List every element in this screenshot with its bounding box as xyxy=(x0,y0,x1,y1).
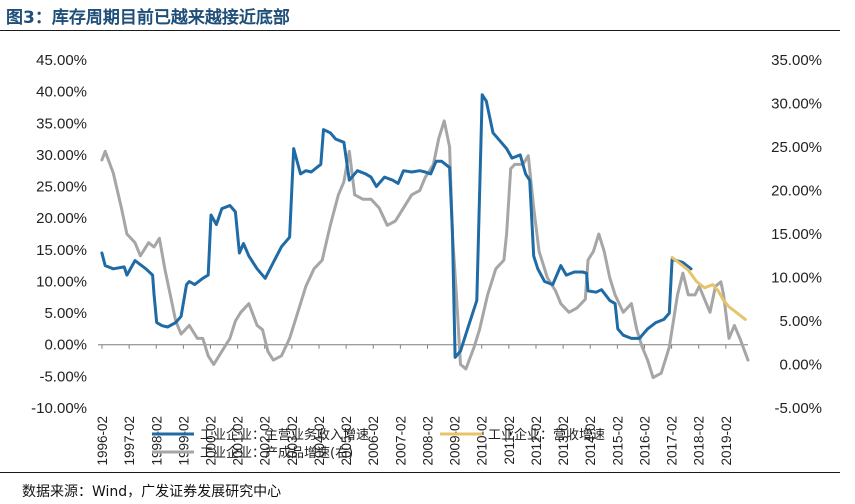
right-axis-ticks: -5.00% 0.00% 5.00% 10.00% 15.00% 20.00% 25.00%… xyxy=(771,52,822,417)
x-axis-ticks: 1996-02 1997-02 1998-02 1999-02 2000-02 2001-… xyxy=(95,344,734,466)
left-tick-label: -5.00% xyxy=(39,368,87,385)
x-tick-label: 2009-02 xyxy=(448,416,463,466)
top-rule xyxy=(0,30,840,31)
x-tick-label: 2010-02 xyxy=(475,416,490,466)
right-tick-label: 10.00% xyxy=(771,270,822,287)
x-tick-label: 2008-02 xyxy=(420,416,435,466)
x-tick-label: 2019-02 xyxy=(719,416,734,466)
left-tick-label: -10.00% xyxy=(31,400,87,417)
x-tick-label: 2017-02 xyxy=(665,416,680,466)
x-tick-label: 2007-02 xyxy=(393,416,408,466)
figure-title: 图3：库存周期目前已越来越接近底部 xyxy=(6,8,290,28)
left-tick-label: 25.00% xyxy=(36,179,87,196)
right-tick-label: 25.00% xyxy=(771,139,822,156)
legend-label-0: 工业企业：主营业务收入增速 xyxy=(200,427,369,443)
x-tick-label: 1999-02 xyxy=(176,416,191,466)
x-tick-label: 2016-02 xyxy=(637,416,652,466)
chart: -10.00% -5.00% 0.00% 5.00% 10.00% 15.00% 20.00… xyxy=(31,52,822,466)
right-tick-label: 30.00% xyxy=(771,96,822,113)
x-tick-label: 2005-02 xyxy=(339,416,354,466)
x-tick-label: 2000-02 xyxy=(204,416,219,466)
x-tick-label: 1997-02 xyxy=(122,416,137,466)
right-tick-label: 0.00% xyxy=(779,357,822,374)
right-tick-label: 15.00% xyxy=(771,226,822,243)
x-tick-label: 2006-02 xyxy=(366,416,381,466)
left-axis-ticks: -10.00% -5.00% 0.00% 5.00% 10.00% 15.00% 20.00… xyxy=(31,52,87,417)
x-tick-label: 2013-02 xyxy=(556,416,571,466)
right-tick-label: -5.00% xyxy=(774,400,822,417)
left-tick-label: 20.00% xyxy=(36,210,87,227)
x-tick-label: 2018-02 xyxy=(692,416,707,466)
series-line-2 xyxy=(100,119,750,380)
x-tick-label: 2015-02 xyxy=(610,416,625,466)
right-tick-label: 5.00% xyxy=(779,313,822,330)
left-tick-label: 10.00% xyxy=(36,273,87,290)
left-tick-label: 0.00% xyxy=(44,337,87,354)
series-layer xyxy=(100,93,750,380)
x-tick-label: 2012-02 xyxy=(529,416,544,466)
left-tick-label: 5.00% xyxy=(44,305,87,322)
left-tick-label: 40.00% xyxy=(36,84,87,101)
x-tick-label: 1996-02 xyxy=(95,416,110,466)
legend-label-1: 工业企业：营收增速 xyxy=(488,427,605,443)
bottom-rule xyxy=(0,472,840,473)
x-tick-label: 2014-02 xyxy=(583,416,598,466)
series-line-1 xyxy=(670,255,747,321)
left-tick-label: 30.00% xyxy=(36,147,87,164)
left-tick-label: 45.00% xyxy=(36,52,87,69)
x-tick-label: 2003-02 xyxy=(285,416,300,466)
x-tick-label: 1998-02 xyxy=(149,416,164,466)
legend-label-2: 工业企业：产成品增速(右) xyxy=(200,445,353,461)
x-tick-label: 2002-02 xyxy=(258,416,273,466)
right-tick-label: 20.00% xyxy=(771,183,822,200)
source-note: 数据来源：Wind，广发证券发展研究中心 xyxy=(22,484,282,500)
x-tick-label: 2001-02 xyxy=(231,416,246,466)
left-tick-label: 35.00% xyxy=(36,115,87,132)
x-tick-label: 2011-02 xyxy=(502,416,517,465)
right-tick-label: 35.00% xyxy=(771,52,822,69)
series-line-0 xyxy=(100,93,693,359)
x-tick-label: 2004-02 xyxy=(312,416,327,466)
left-tick-label: 15.00% xyxy=(36,242,87,259)
